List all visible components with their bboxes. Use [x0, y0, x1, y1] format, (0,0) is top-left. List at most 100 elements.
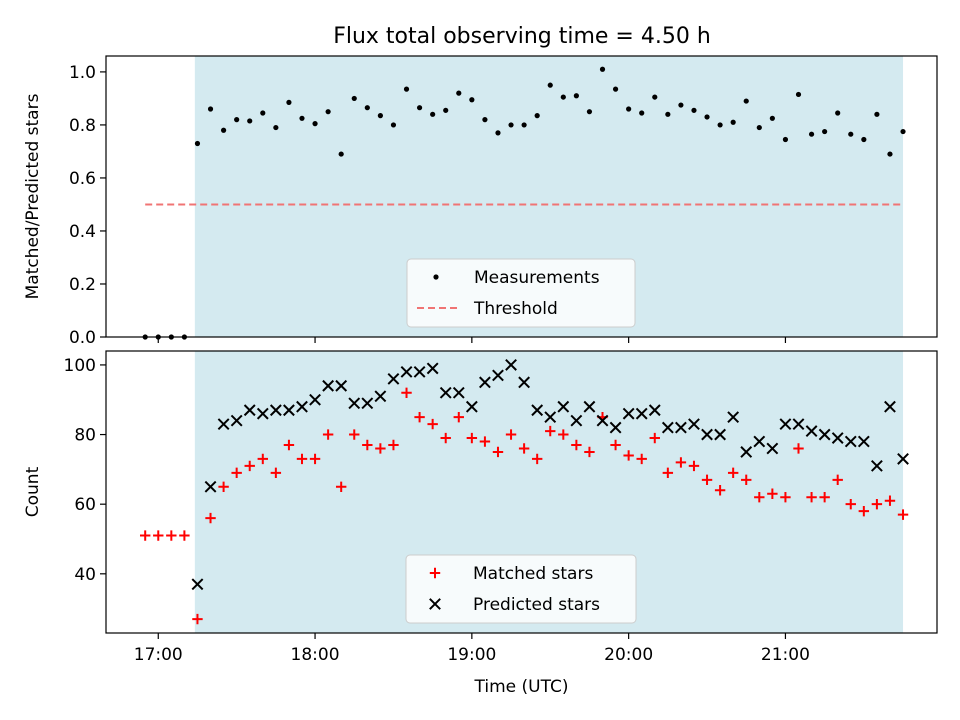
predicted-stars-point [374, 390, 387, 403]
predicted-stars-point [479, 376, 491, 389]
predicted-stars-point [505, 359, 517, 371]
measurements-point [495, 130, 501, 136]
predicted-stars-point [256, 407, 269, 420]
predicted-stars-point [191, 578, 204, 591]
bottom-panel: 40 60 80 100 17:00 18:00 19:00 20:00 21:00 Coun… [23, 350, 938, 697]
predicted-stars-point [831, 432, 844, 444]
predicted-stars-point [204, 480, 217, 493]
bottom-legend: Matched stars Predicted stars [405, 554, 637, 624]
measurement-points [142, 66, 906, 340]
predicted-stars-point [544, 411, 557, 424]
bottom-y-axis-label: Count [23, 466, 43, 517]
predicted-stars-point [426, 362, 439, 375]
measurements-point [273, 124, 279, 131]
legend-box [406, 258, 636, 328]
measurements-point [678, 102, 684, 108]
matched-stars-point [440, 432, 451, 444]
predicted-stars-point [492, 369, 504, 382]
matched-stars-point [767, 488, 778, 499]
predicted-stars-point [361, 397, 374, 410]
predicted-stars-point [635, 407, 648, 420]
predicted-stars-point [870, 459, 883, 472]
matched-stars-point [414, 411, 425, 423]
matched-stars-point [558, 429, 569, 440]
predicted-stars-point [243, 404, 256, 417]
predicted-stars-point [884, 400, 896, 413]
matched-stars-point [845, 498, 856, 510]
measurements-point [469, 97, 475, 103]
predicted-stars-point [452, 386, 465, 399]
measurements-point [795, 91, 802, 98]
measurements-point [573, 93, 579, 99]
measurements-point [560, 94, 566, 100]
matched-stars-point [309, 453, 321, 465]
measurements-point [730, 119, 736, 125]
measurements-point [704, 114, 710, 120]
predicted-stars-point [857, 435, 870, 448]
matched-stars-point [571, 439, 582, 451]
measurements-point [260, 110, 266, 116]
measurements-point [194, 140, 201, 147]
matched-stars-point [584, 446, 595, 458]
x-tick-label: 18:00 [291, 645, 340, 665]
y-tick-label: 0.6 [69, 169, 96, 189]
matched-stars-point [741, 474, 752, 486]
matched-stars-point [218, 481, 229, 492]
legend-box [405, 554, 637, 624]
measurements-point [808, 131, 815, 137]
measurements-point [521, 122, 527, 128]
x-tick-label: 20:00 [604, 645, 653, 665]
predicted-stars-point [674, 421, 687, 434]
measurements-point [717, 122, 723, 128]
predicted-stars-point [557, 400, 570, 413]
matched-stars-point [727, 467, 739, 479]
measurements-point [456, 90, 462, 96]
matched-stars-point [466, 432, 478, 444]
predicted-stars-point [309, 393, 321, 406]
matched-stars-point [388, 439, 399, 451]
matched-stars-point [283, 439, 295, 451]
measurements-point [377, 113, 383, 119]
x-tick-label: 19:00 [447, 645, 496, 665]
measurements-point [416, 105, 423, 111]
matched-stars-point [270, 467, 282, 479]
matched-stars-point [662, 467, 674, 479]
matched-stars-point [139, 530, 151, 541]
x-tick-label: 17:00 [134, 645, 183, 665]
measurements-point [756, 124, 762, 131]
matched-stars-point [610, 439, 621, 451]
matched-stars-point [492, 446, 504, 458]
top-x-ticks [157, 337, 787, 343]
predicted-stars-point [348, 397, 361, 410]
matched-stars-point [545, 425, 556, 437]
matched-stars-point [192, 613, 203, 625]
bottom-y-ticks: 40 60 80 100 [64, 356, 106, 585]
measurements-point [312, 120, 318, 127]
measurements-point [599, 66, 606, 72]
predicted-stars-point [727, 411, 740, 424]
measurements-point [848, 131, 854, 137]
predicted-stars-point [322, 379, 335, 392]
legend-label: Threshold [473, 299, 558, 319]
matched-stars-point [296, 453, 308, 465]
predicted-stars-point [596, 414, 609, 427]
matched-stars-point [518, 443, 530, 454]
measurements-point [220, 127, 227, 133]
matched-stars-point [858, 505, 870, 517]
measurements-point [665, 111, 671, 117]
top-legend: Measurements Threshold [406, 258, 636, 328]
predicted-stars-point [570, 414, 583, 427]
predicted-stars-point [387, 372, 400, 385]
measurements-point [835, 110, 841, 116]
x-axis-label: Time (UTC) [474, 677, 569, 697]
predicted-stars-point [217, 418, 230, 431]
measurements-point [351, 95, 357, 102]
predicted-stars-point [335, 379, 348, 392]
matched-stars-point [531, 453, 543, 465]
legend-matched-stars-marker [429, 567, 441, 579]
y-tick-label: 1.0 [69, 63, 96, 83]
measurements-point [508, 122, 514, 128]
measurements-point [691, 107, 697, 113]
measurements-point [874, 111, 880, 117]
matched-stars-point [832, 474, 843, 486]
